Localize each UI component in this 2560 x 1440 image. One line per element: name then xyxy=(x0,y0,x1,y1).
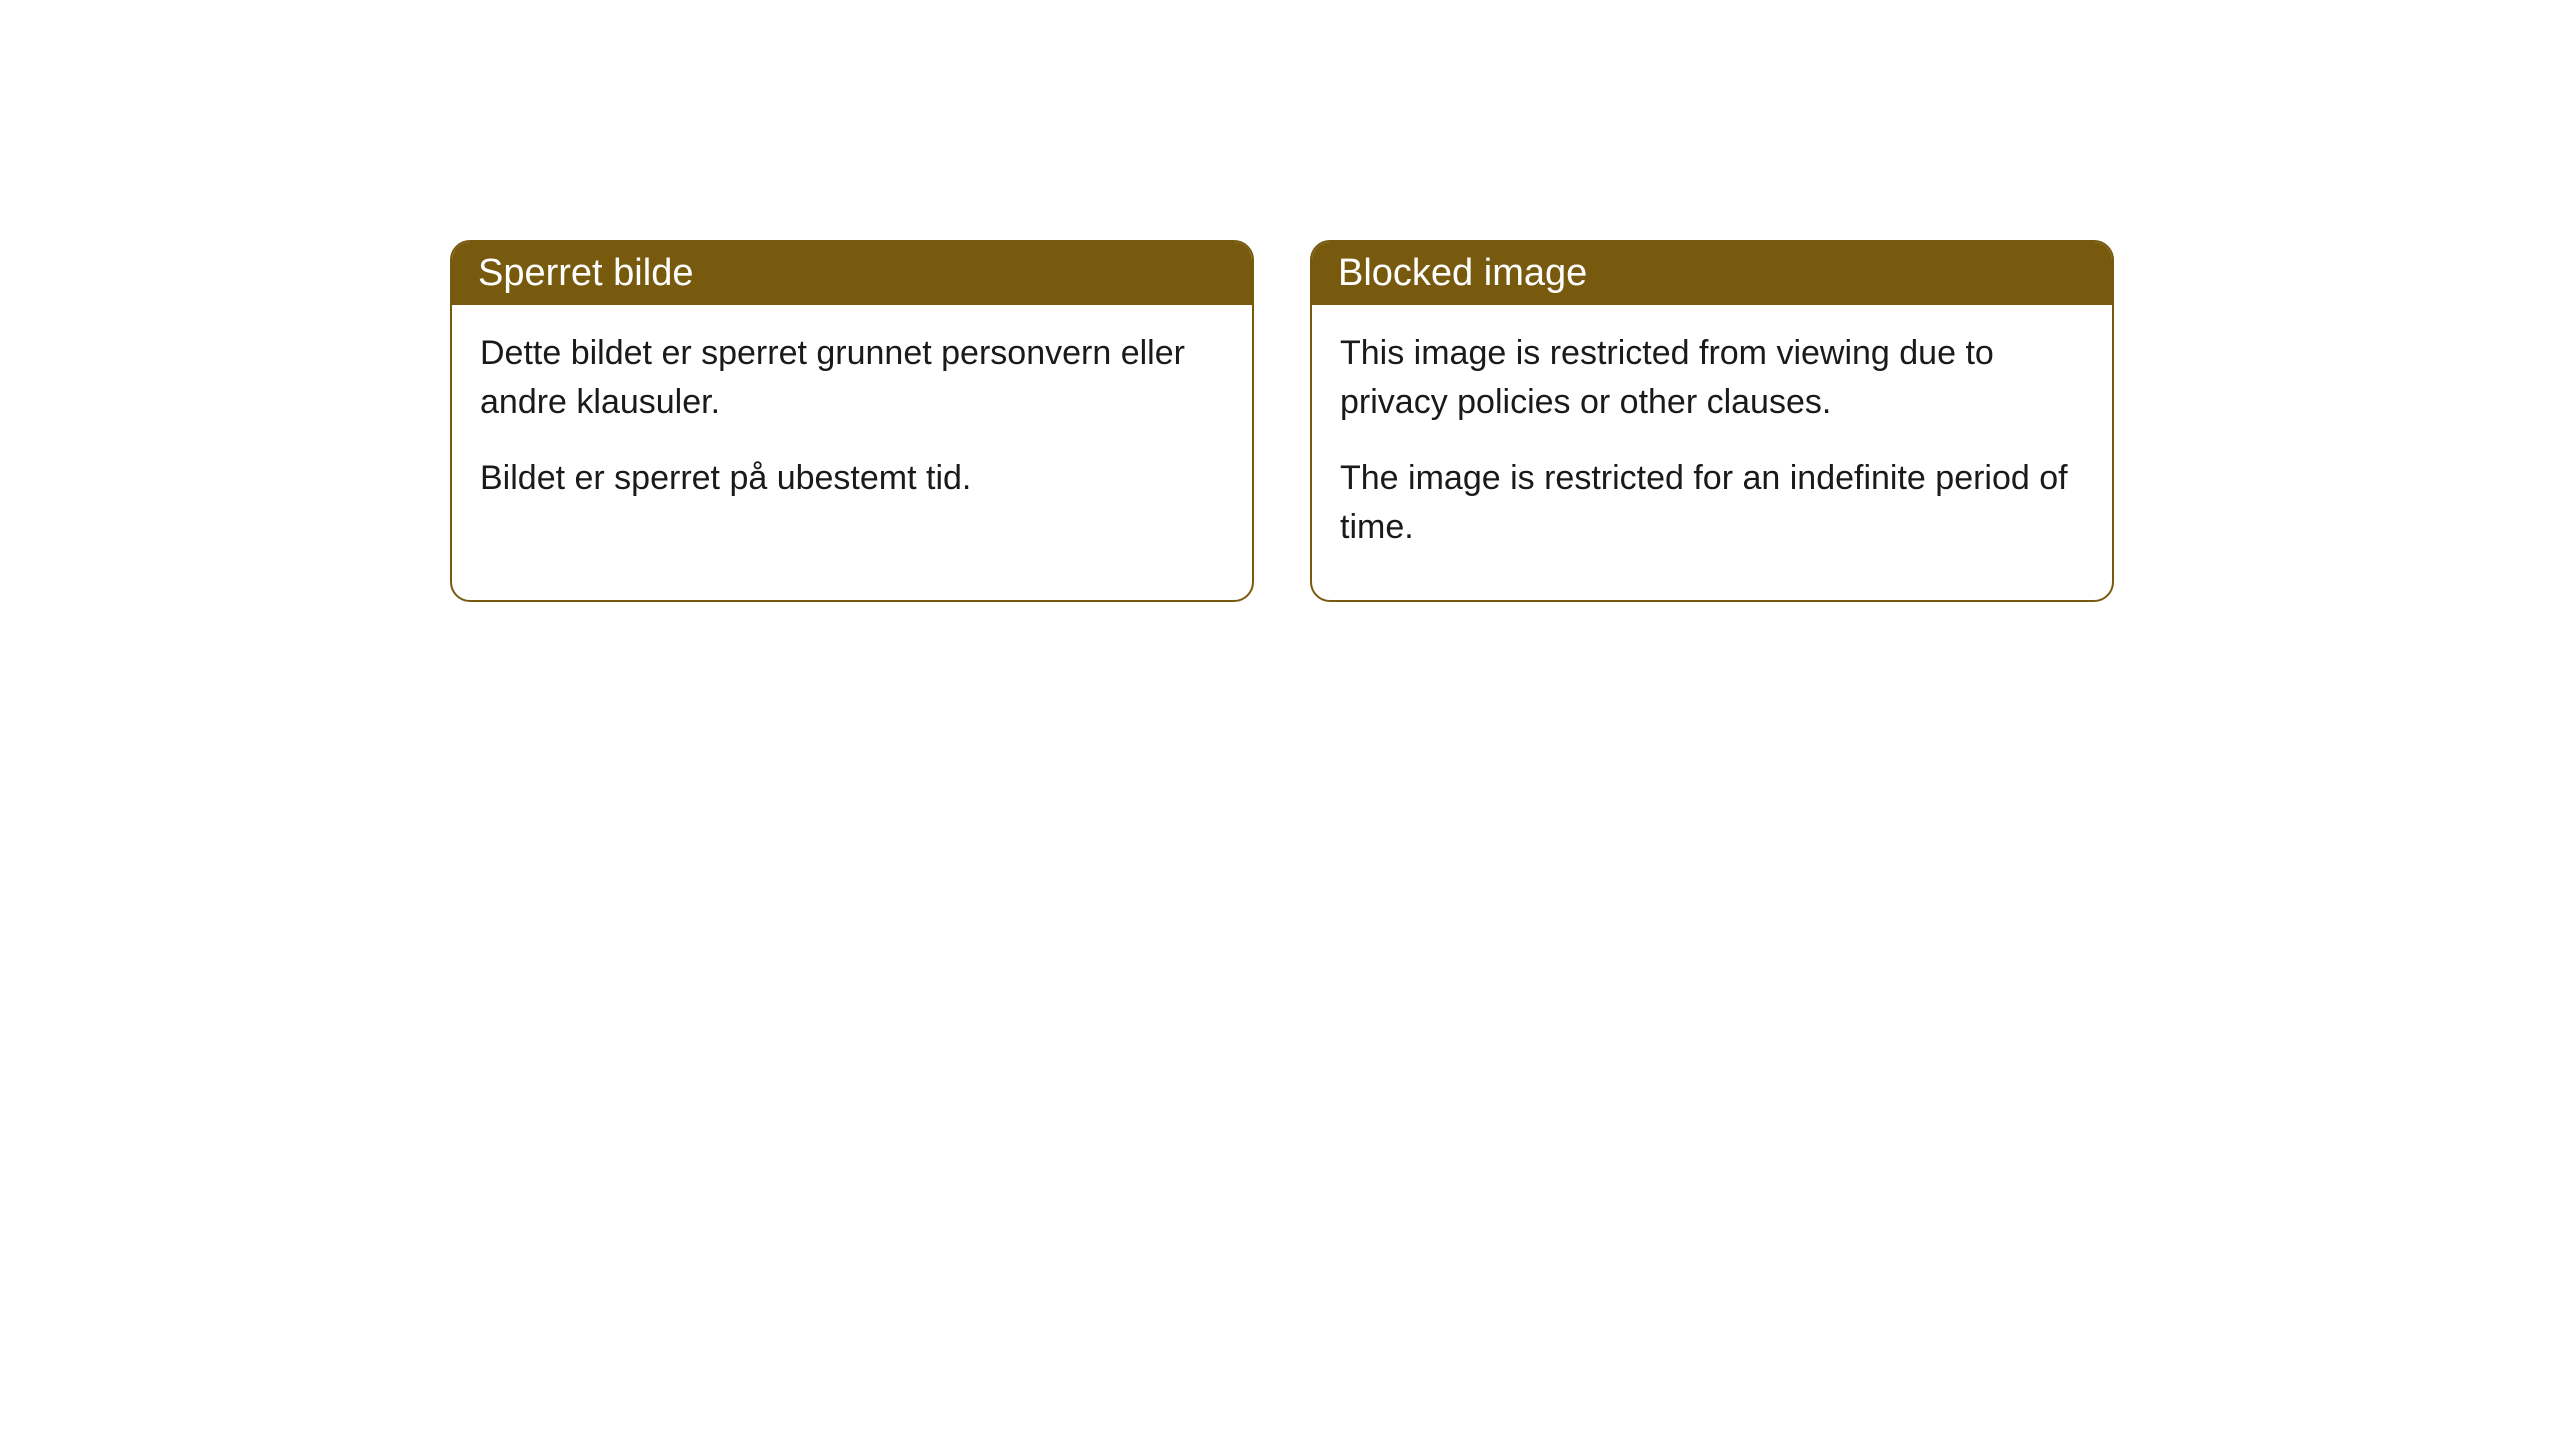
blocked-image-card-english: Blocked image This image is restricted f… xyxy=(1310,240,2114,602)
card-body: Dette bildet er sperret grunnet personve… xyxy=(452,305,1252,551)
card-paragraph-1: This image is restricted from viewing du… xyxy=(1340,329,2084,428)
card-title: Sperret bilde xyxy=(478,252,693,294)
card-paragraph-2: The image is restricted for an indefinit… xyxy=(1340,454,2084,553)
card-paragraph-1: Dette bildet er sperret grunnet personve… xyxy=(480,329,1224,428)
card-title: Blocked image xyxy=(1338,252,1587,294)
card-paragraph-2: Bildet er sperret på ubestemt tid. xyxy=(480,454,1224,503)
card-body: This image is restricted from viewing du… xyxy=(1312,305,2112,600)
card-header: Sperret bilde xyxy=(452,242,1252,305)
card-header: Blocked image xyxy=(1312,242,2112,305)
cards-container: Sperret bilde Dette bildet er sperret gr… xyxy=(450,240,2560,602)
blocked-image-card-norwegian: Sperret bilde Dette bildet er sperret gr… xyxy=(450,240,1254,602)
